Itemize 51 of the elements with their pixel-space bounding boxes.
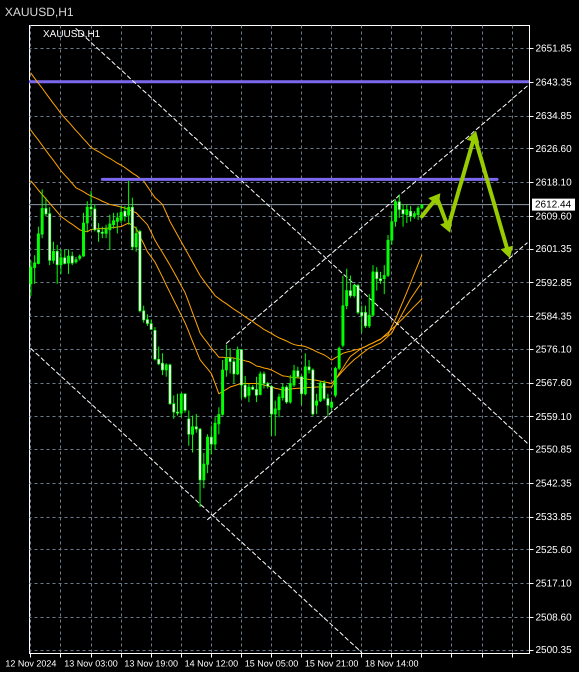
candlestick: [100, 226, 104, 239]
ref-line-label: 2612.44: [535, 200, 572, 211]
y-tick-label: 2618.10: [536, 178, 572, 189]
y-tick-label: 2576.10: [536, 344, 572, 356]
candlestick: [405, 204, 408, 224]
candlestick: [160, 352, 164, 376]
candlestick: [108, 214, 112, 251]
candlestick: [59, 248, 62, 274]
chart-title: XAUUSD,H1: [4, 5, 74, 19]
y-tick-label: 2584.35: [536, 312, 572, 323]
candlestick: [67, 248, 70, 274]
y-tick-label: 2643.35: [536, 77, 572, 88]
chart-subtitle: XAUUSD,H1: [43, 29, 101, 40]
candlestick: [191, 415, 194, 454]
y-tick-label: 2651.85: [536, 44, 572, 55]
candlestick: [409, 206, 412, 222]
candlestick: [104, 224, 108, 239]
y-tick-label: 2626.60: [536, 144, 572, 155]
x-tick-label: 12 Nov 2024: [5, 658, 56, 668]
x-tick-label: 15 Nov 05:00: [244, 658, 298, 668]
y-tick-label: 2609.60: [536, 211, 572, 222]
candlestick: [416, 206, 420, 220]
x-tick-label: 14 Nov 12:00: [184, 658, 238, 668]
x-tick-label: 13 Nov 19:00: [124, 658, 178, 668]
y-tick-label: 2634.85: [536, 111, 572, 122]
y-tick-label: 2517.10: [536, 578, 572, 590]
y-tick-label: 2559.10: [536, 412, 572, 423]
y-tick-label: 2533.85: [536, 512, 572, 524]
y-tick-label: 2592.85: [536, 278, 572, 289]
candlestick: [322, 380, 326, 402]
x-tick-label: 13 Nov 03:00: [64, 658, 118, 668]
y-tick-label: 2550.85: [536, 444, 572, 456]
y-tick-label: 2601.35: [536, 244, 572, 256]
candlestick: [228, 348, 232, 374]
y-tick-label: 2500.35: [536, 645, 572, 656]
x-tick-label: 18 Nov 14:00: [365, 658, 419, 668]
candlestick: [285, 384, 288, 404]
candlestick: [379, 271, 382, 284]
candlestick: [70, 251, 74, 266]
candlestick: [247, 382, 250, 403]
x-tick-label: 15 Nov 21:00: [304, 658, 358, 668]
y-tick-label: 2567.60: [536, 378, 572, 390]
candlestick: [63, 248, 66, 265]
y-tick-label: 2542.35: [536, 478, 572, 490]
candlestick: [176, 393, 179, 416]
y-tick-label: 2525.60: [536, 544, 572, 556]
candlestick: [184, 392, 186, 414]
y-tick-label: 2508.60: [536, 612, 572, 624]
candlestick: [318, 380, 322, 403]
candlestick: [56, 244, 59, 284]
candlestick: [146, 314, 149, 326]
